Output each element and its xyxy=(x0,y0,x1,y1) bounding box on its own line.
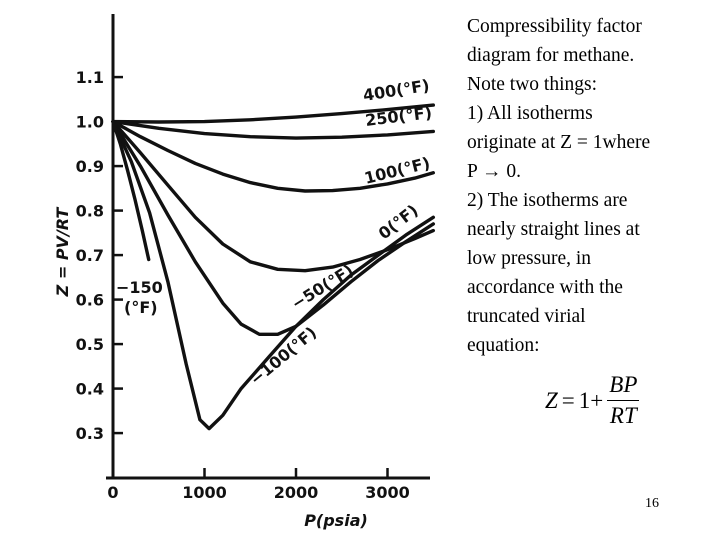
x-ticks: 0 1000 2000 3000 xyxy=(107,468,410,502)
y-tick-label: 1.1 xyxy=(76,68,104,87)
note-line: accordance with the xyxy=(467,277,623,298)
isotherm-label: (°F) xyxy=(124,298,158,317)
note-line: originate at Z = 1where xyxy=(467,132,651,153)
equation-one-plus: 1+ xyxy=(578,388,604,413)
x-axis-title: P(psia) xyxy=(304,511,368,530)
y-tick-label: 0.5 xyxy=(76,335,104,354)
note-line: equation: xyxy=(467,335,540,356)
isotherm-line xyxy=(111,119,151,262)
y-tick-label: 1.0 xyxy=(76,113,104,132)
isotherm-line xyxy=(111,119,435,140)
page-number: 16 xyxy=(645,496,659,511)
y-ticks: 0.3 0.4 0.5 0.6 0.7 0.8 0.9 1.0 1.1 xyxy=(76,68,123,443)
x-tick-label: 2000 xyxy=(274,483,319,502)
y-tick-label: 0.3 xyxy=(76,424,104,443)
y-tick-label: 0.8 xyxy=(76,202,104,221)
note-line: diagram for methane. xyxy=(467,45,635,66)
equation-lhs: Z xyxy=(545,388,558,413)
x-tick-label: 0 xyxy=(107,483,118,502)
y-tick-label: 0.6 xyxy=(76,291,104,310)
note-line: P → 0. xyxy=(467,161,521,182)
note-line: truncated virial xyxy=(467,306,586,327)
x-tick-label: 1000 xyxy=(182,483,227,502)
isotherm-label: 250(°F) xyxy=(364,103,433,130)
note-line: low pressure, in xyxy=(467,248,592,269)
explanation-note: Compressibility factor diagram for metha… xyxy=(467,12,707,360)
equation-equals: = xyxy=(561,388,575,413)
x-axis: 0 1000 2000 3000 P(psia) xyxy=(106,468,430,530)
x-tick-label: 3000 xyxy=(365,483,410,502)
compressibility-chart: 0.3 0.4 0.5 0.6 0.7 0.8 0.9 1.0 1.1 Z = PV/RT 0 1… xyxy=(53,14,435,530)
isotherm-label: −150 xyxy=(116,278,163,297)
y-tick-label: 0.7 xyxy=(76,246,104,265)
equation-fraction: BP RT xyxy=(607,371,640,431)
isotherm-label: 400(°F) xyxy=(362,76,431,105)
isotherm-line xyxy=(111,119,435,431)
y-axis-title: Z = PV/RT xyxy=(53,207,72,298)
virial-equation: Z = 1+ BP RT xyxy=(545,370,640,432)
isotherm-line xyxy=(111,103,435,124)
equation-denominator: RT xyxy=(609,403,637,428)
equation-numerator: BP xyxy=(607,371,640,401)
note-line: Compressibility factor xyxy=(467,16,642,37)
note-line: Note two things: xyxy=(467,74,597,95)
note-line: nearly straight lines at xyxy=(467,219,640,240)
y-tick-label: 0.4 xyxy=(76,380,104,399)
note-line: 1) All isotherms xyxy=(467,103,593,124)
y-tick-label: 0.9 xyxy=(76,157,104,176)
isotherm-line xyxy=(111,119,435,193)
isotherm-lines xyxy=(111,103,435,431)
y-axis: 0.3 0.4 0.5 0.6 0.7 0.8 0.9 1.0 1.1 Z = PV/RT xyxy=(53,14,123,478)
isotherm-line xyxy=(111,119,435,336)
note-line: 2) The isotherms are xyxy=(467,190,628,211)
